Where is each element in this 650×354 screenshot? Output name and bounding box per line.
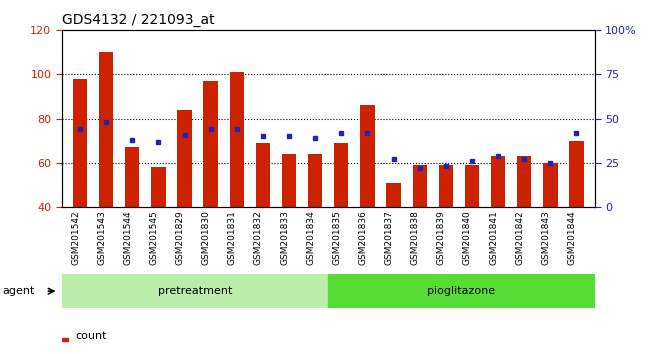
Bar [543, 163, 558, 207]
Bar [328, 274, 595, 308]
Text: GDS4132 / 221093_at: GDS4132 / 221093_at [62, 12, 214, 27]
Text: GSM201839: GSM201839 [437, 210, 446, 266]
Text: GSM201834: GSM201834 [306, 210, 315, 265]
Text: count: count [75, 331, 107, 341]
Bar [99, 52, 113, 207]
Text: GSM201542: GSM201542 [71, 210, 80, 265]
Bar [177, 110, 192, 207]
Text: GSM201841: GSM201841 [489, 210, 498, 265]
Text: pretreatment: pretreatment [158, 286, 232, 296]
Bar [334, 143, 348, 207]
Text: GSM201840: GSM201840 [463, 210, 472, 265]
Text: GSM201838: GSM201838 [411, 210, 420, 266]
Bar [439, 165, 453, 207]
Bar [151, 167, 166, 207]
Bar [491, 156, 505, 207]
Text: GSM201829: GSM201829 [176, 210, 185, 265]
Text: GSM201544: GSM201544 [124, 210, 133, 265]
Text: GSM201543: GSM201543 [97, 210, 106, 265]
Bar [465, 165, 479, 207]
Text: GSM201830: GSM201830 [202, 210, 211, 266]
Bar [386, 183, 401, 207]
Text: GSM201843: GSM201843 [541, 210, 551, 265]
Bar [282, 154, 296, 207]
Bar [569, 141, 584, 207]
Text: GSM201831: GSM201831 [227, 210, 237, 266]
Text: GSM201844: GSM201844 [567, 210, 577, 265]
Text: pioglitazone: pioglitazone [428, 286, 495, 296]
Bar [203, 81, 218, 207]
Bar [517, 156, 532, 207]
Bar [73, 79, 87, 207]
Bar [229, 72, 244, 207]
Bar [125, 147, 140, 207]
Text: GSM201837: GSM201837 [385, 210, 393, 266]
Text: GSM201835: GSM201835 [332, 210, 341, 266]
Text: GSM201545: GSM201545 [150, 210, 159, 265]
Text: GSM201836: GSM201836 [358, 210, 367, 266]
Bar [255, 143, 270, 207]
Bar [62, 274, 328, 308]
Text: agent: agent [2, 286, 34, 296]
Text: GSM201833: GSM201833 [280, 210, 289, 266]
Bar [413, 165, 427, 207]
Text: GSM201832: GSM201832 [254, 210, 263, 265]
Text: GSM201842: GSM201842 [515, 210, 524, 265]
Bar [360, 105, 374, 207]
Bar [308, 154, 322, 207]
Bar [62, 338, 68, 341]
